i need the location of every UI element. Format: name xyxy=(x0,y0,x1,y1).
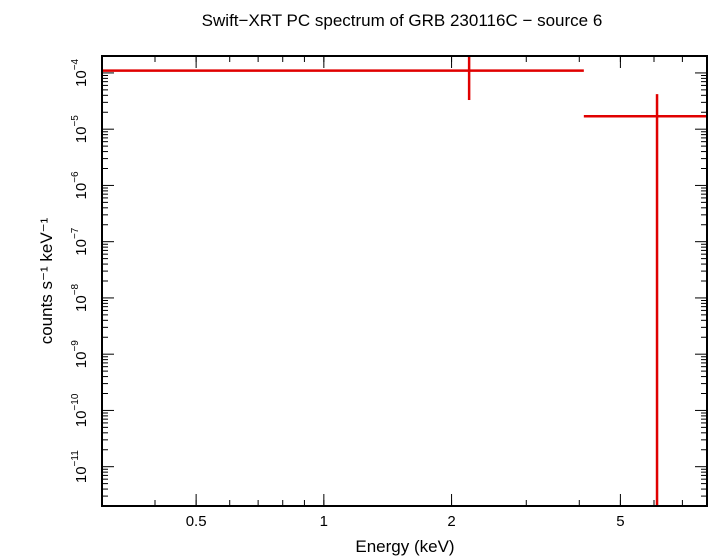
y-tick-base: 10 xyxy=(73,352,90,369)
y-tick-label: 10−5 xyxy=(70,115,90,144)
y-tick-exponent: −7 xyxy=(70,227,81,239)
y-tick-exponent: −9 xyxy=(70,340,81,352)
y-tick-base: 10 xyxy=(73,70,90,87)
x-tick-label: 5 xyxy=(616,513,624,530)
y-tick-label: 10−4 xyxy=(70,58,90,87)
data-point xyxy=(102,56,584,101)
y-tick-exponent: −10 xyxy=(70,393,81,410)
y-tick-base: 10 xyxy=(73,127,90,144)
x-axis-label: Energy (keV) xyxy=(355,537,454,556)
y-tick-base: 10 xyxy=(73,466,90,483)
y-tick-label: 10−10 xyxy=(70,393,90,427)
y-tick-exponent: −6 xyxy=(70,171,81,183)
y-axis-label: counts s⁻¹ keV⁻¹ xyxy=(37,217,56,344)
y-tick-base: 10 xyxy=(73,239,90,256)
y-tick-exponent: −4 xyxy=(70,58,81,70)
y-tick-label: 10−11 xyxy=(70,450,90,483)
y-tick-exponent: −11 xyxy=(70,450,81,467)
y-tick-exponent: −5 xyxy=(70,115,81,127)
chart-title: Swift−XRT PC spectrum of GRB 230116C − s… xyxy=(202,11,603,30)
data-points xyxy=(102,56,707,506)
y-tick-base: 10 xyxy=(73,295,90,312)
y-tick-label: 10−9 xyxy=(70,340,90,369)
x-tick-label: 1 xyxy=(320,513,328,530)
x-tick-label: 0.5 xyxy=(186,513,207,530)
y-tick-label: 10−7 xyxy=(70,227,90,256)
y-tick-label: 10−6 xyxy=(70,171,90,200)
y-tick-exponent: −8 xyxy=(70,283,81,295)
y-tick-base: 10 xyxy=(73,183,90,200)
y-tick-label: 10−8 xyxy=(70,283,90,312)
y-tick-base: 10 xyxy=(73,411,90,428)
data-point xyxy=(583,94,707,506)
x-tick-label: 2 xyxy=(447,513,455,530)
plot-frame xyxy=(101,55,708,507)
